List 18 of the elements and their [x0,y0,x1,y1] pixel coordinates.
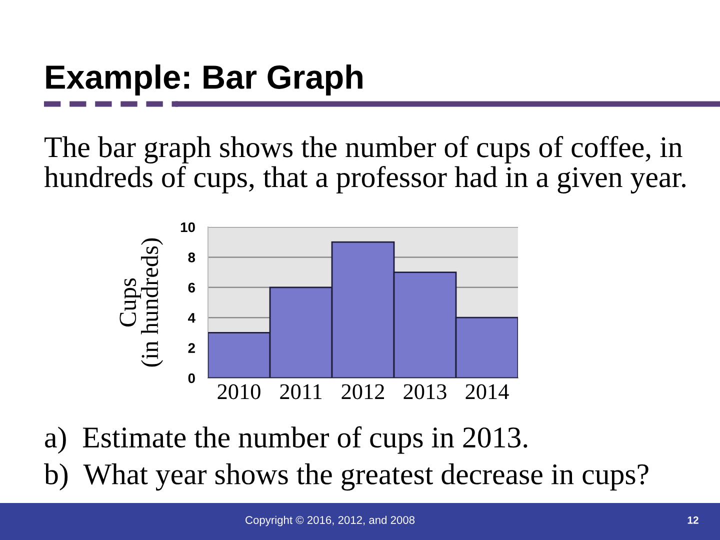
y-tick-label: 6 [188,282,195,293]
y-tick-label: 0 [188,373,195,384]
text: a) Estimate the number of cups in 2013. [45,426,528,454]
y-tick-label: 8 [188,252,196,262]
x-tick-label: 2010 [218,384,260,400]
x-tick-label: 2014 [466,384,509,400]
x-tick-label: 2012 [342,384,384,400]
y-tick-label: 4 [188,313,196,323]
chart-title: Example: Bar Graph [46,64,362,96]
text: b) What year shows the greatest decrease in cups? [44,463,648,491]
text: 12 [688,516,698,524]
x-tick-label: 2011 [280,384,322,400]
y-tick-label: 2 [188,343,195,353]
text: Copyright © 2016, 2012, and 2008 [246,516,415,526]
y-axis-title: Cups (in hundreds) [120,238,164,367]
x-tick-label: 2013 [404,384,446,400]
chart-subtitle: The bar graph shows the number of cups of coffee, in hundreds of cups, that a professor had in a given year. [44,136,686,194]
y-tick-label: 10 [180,222,195,232]
